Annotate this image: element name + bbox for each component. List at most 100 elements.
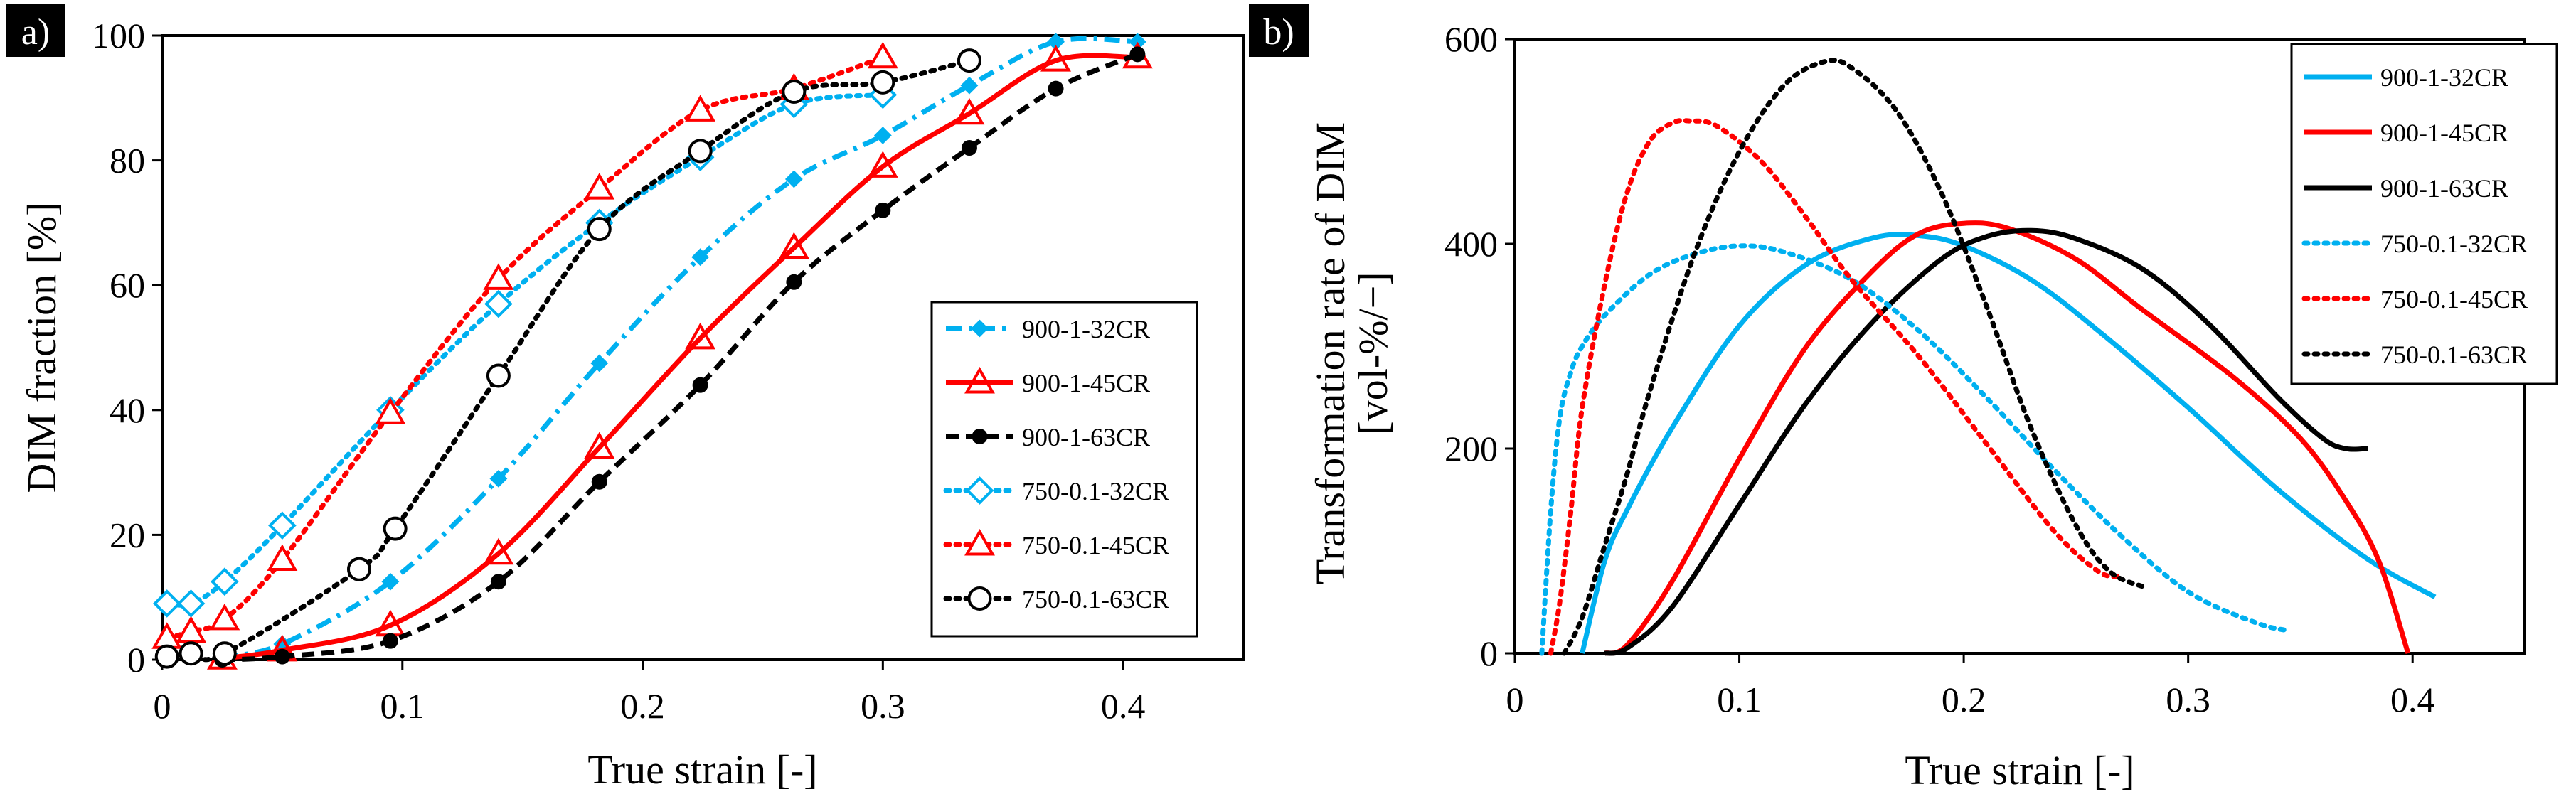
- panel-a-y-tick-label: 60: [110, 265, 145, 305]
- panel-a-point-900-1-63cr: [1129, 46, 1146, 63]
- panel-a-legend-label: 900-1-63CR: [1022, 423, 1150, 451]
- panel-a-point-750-0-1-45cr: [176, 616, 206, 643]
- panel-a-plot-frame: [161, 34, 1245, 661]
- panel-b-x-tick-label: 0.3: [2166, 680, 2210, 719]
- panel-b-y-tick-label: 0: [1480, 633, 1498, 673]
- panel-a-point-900-1-63cr: [274, 648, 290, 665]
- panel-a-point-750-0-1-63cr: [688, 139, 713, 164]
- panel-b-series-750-0-1-32cr: [1539, 243, 2292, 656]
- panel-b-legend-label: 750-0.1-45CR: [2380, 285, 2528, 313]
- panel-a-series: [151, 33, 1153, 670]
- panel-b-y-axis-units: [vol-%/−]: [1350, 272, 1396, 434]
- panel-a-point-900-1-63cr: [490, 574, 506, 590]
- panel-b-label-bg: [1249, 4, 1309, 57]
- panel-a-point-750-0-1-63cr: [346, 557, 371, 581]
- panel-b-legend-entry-750-0-1-32cr: 750-0.1-32CR: [2301, 230, 2528, 258]
- panel-b-y-tick-label: 200: [1444, 429, 1498, 468]
- panel-b-x-tick-label: 0.4: [2390, 680, 2435, 719]
- panel-a-point-900-1-45cr: [954, 97, 985, 125]
- panel-a-legend-label: 750-0.1-45CR: [1022, 531, 1169, 559]
- panel-b-legend-label: 750-0.1-63CR: [2380, 341, 2528, 369]
- panel-a-y-tick-label: 100: [92, 16, 145, 55]
- panel-a-legend-entry-900-1-32cr: 900-1-32CR: [946, 315, 1150, 343]
- panel-a-point-750-0-1-32cr: [210, 567, 239, 596]
- panel-a-legend-entry-750-0-1-45cr: 750-0.1-45CR: [943, 528, 1169, 559]
- panel-b: b) 0 0.1 0.2 0.3 0.4 0 200 400 600 True strain …: [1249, 4, 2558, 793]
- panel-a-point-750-0-1-32cr: [152, 589, 181, 618]
- panel-a-point-750-0-1-32cr: [176, 589, 206, 618]
- panel-a-point-750-0-1-63cr: [587, 217, 612, 242]
- panel-b-legend-entry-750-0-1-63cr: 750-0.1-63CR: [2301, 341, 2528, 369]
- panel-a-point-900-1-45cr: [867, 151, 898, 178]
- panel-b-line-750-0-1-63cr: [1561, 58, 2146, 656]
- panel-b-legend-label: 900-1-63CR: [2380, 174, 2508, 203]
- panel-a-point-900-1-32cr: [590, 354, 609, 372]
- panel-a-legend-entry-750-0-1-32cr: 750-0.1-32CR: [943, 476, 1169, 505]
- panel-a-y-tick-label: 20: [110, 515, 145, 554]
- panel-a-label: a): [21, 12, 50, 53]
- panel-a: a) 0 0.1 0.2 0.3 0.4 0 20 40 60 80 100 True strai…: [6, 4, 1245, 793]
- panel-a-point-900-1-32cr: [381, 572, 400, 591]
- panel-a-point-900-1-63cr: [382, 633, 398, 649]
- panel-a-y-ticks: 0 20 40 60 80 100: [92, 16, 162, 680]
- panel-b-legend-entry-900-1-63cr: 900-1-63CR: [2304, 174, 2508, 203]
- panel-a-legend-marker: [964, 528, 995, 556]
- panel-a-point-750-0-1-63cr: [179, 641, 203, 666]
- panel-a-point-900-1-63cr: [786, 274, 802, 290]
- panel-b-legend-entry-900-1-45cr: 900-1-45CR: [2304, 119, 2508, 147]
- panel-a-point-750-0-1-45cr: [584, 173, 615, 200]
- panel-a-y-axis-label: DIM fraction [%]: [18, 202, 65, 493]
- panel-a-point-750-0-1-63cr: [957, 48, 981, 73]
- panel-a-point-900-1-32cr: [960, 76, 979, 95]
- panel-a-point-900-1-63cr: [591, 473, 607, 490]
- panel-a-point-900-1-32cr: [784, 170, 803, 188]
- panel-a-point-900-1-63cr: [692, 377, 708, 393]
- panel-b-line-900-1-63cr: [1604, 227, 2368, 656]
- panel-a-legend-marker: [972, 429, 988, 444]
- panel-a-legend: 900-1-32CR 900-1-45CR 900-1-63CR 750-0.1-32…: [930, 301, 1198, 638]
- panel-b-legend-box: [2290, 43, 2558, 385]
- panel-a-point-900-1-63cr: [1048, 80, 1064, 97]
- panel-a-x-ticks: 0 0.1 0.2 0.3 0.4: [154, 660, 1145, 726]
- panel-a-legend-marker: [965, 476, 994, 505]
- panel-a-line-900-1-32cr: [221, 36, 1138, 660]
- panel-b-line-750-0-1-32cr: [1539, 243, 2292, 656]
- panel-a-point-750-0-1-63cr: [212, 641, 237, 666]
- panel-b-x-tick-label: 0.2: [1942, 680, 1986, 719]
- panel-b-line-900-1-32cr: [1580, 232, 2437, 654]
- panel-a-point-900-1-45cr: [483, 537, 514, 565]
- panel-a-point-900-1-45cr: [1040, 45, 1071, 72]
- panel-b-legend-entry-900-1-32cr: 900-1-32CR: [2304, 63, 2508, 92]
- panel-b-series-900-1-45cr: [1604, 220, 2411, 656]
- panel-b-x-ticks: 0 0.1 0.2 0.3 0.4: [1506, 653, 2435, 719]
- panel-a-legend-label: 750-0.1-63CR: [1022, 585, 1169, 613]
- panel-a-point-900-1-63cr: [961, 140, 977, 156]
- panel-b-series-750-0-1-45cr: [1548, 118, 2124, 656]
- panel-a-series-900-1-63cr: [214, 46, 1146, 668]
- panel-a-point-750-0-1-45cr: [685, 95, 716, 122]
- panel-b-y-tick-label: 600: [1444, 19, 1498, 59]
- panel-a-point-750-0-1-45cr: [867, 41, 898, 69]
- panel-b-series-900-1-32cr: [1580, 232, 2437, 654]
- panel-a-legend-label: 900-1-45CR: [1022, 369, 1150, 397]
- panel-b-legend: 900-1-32CR 900-1-45CR 900-1-63CR 750-0.1-32…: [2290, 43, 2558, 385]
- panel-a-legend-marker: [964, 366, 995, 394]
- panel-a-point-900-1-45cr: [778, 232, 809, 259]
- panel-a-point-750-0-1-63cr: [486, 363, 511, 388]
- panel-b-x-tick-label: 0.1: [1717, 680, 1762, 719]
- panel-a-legend-marker: [971, 319, 989, 338]
- panel-a-point-900-1-32cr: [873, 127, 892, 144]
- panel-a-y-tick-label: 40: [110, 390, 145, 430]
- panel-a-point-900-1-63cr: [875, 202, 891, 218]
- panel-a-legend-entry-750-0-1-63cr: 750-0.1-63CR: [943, 585, 1169, 613]
- panel-a-point-750-0-1-63cr: [383, 516, 408, 541]
- panel-a-y-tick-label: 80: [110, 141, 145, 181]
- panel-a-x-tick-label: 0.3: [861, 686, 905, 726]
- panel-a-series-750-0-1-32cr: [152, 80, 898, 618]
- panel-a-line-750-0-1-32cr: [164, 92, 885, 608]
- panel-b-series-900-1-63cr: [1604, 227, 2368, 656]
- panel-b-line-750-0-1-45cr: [1548, 118, 2124, 656]
- panel-a-label-bg: [6, 4, 65, 57]
- panel-b-y-ticks: 0 200 400 600: [1444, 19, 1515, 673]
- panel-b-legend-label: 750-0.1-32CR: [2380, 230, 2528, 258]
